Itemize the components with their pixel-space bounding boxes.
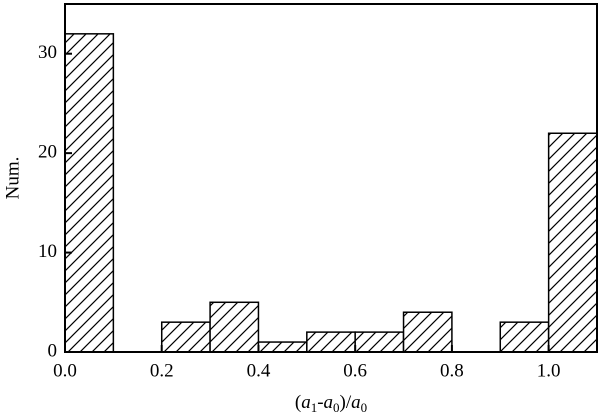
y-tick-label: 0 [48,340,58,361]
y-tick-label: 30 [38,42,57,63]
y-tick-label: 10 [38,241,57,262]
bar [499,321,550,353]
x-tick-label: 0.4 [247,360,271,381]
bar [354,331,405,353]
x-tick-label: 0.0 [53,360,77,381]
x-tick-label: 1.0 [537,360,561,381]
bar [402,311,453,353]
bar [547,132,598,353]
x-tick-label: 0.8 [440,360,464,381]
bar [160,321,211,353]
x-tick-label: 0.6 [343,360,367,381]
y-axis-label: Num. [2,157,23,200]
x-tick-label: 0.2 [150,360,174,381]
plot-frame [64,3,598,353]
bar [64,33,115,353]
bar [257,341,308,353]
bar [209,301,260,353]
y-tick-label: 20 [38,142,57,163]
x-axis-label: (a1-a0)/a0 [295,392,367,415]
bar [306,331,356,353]
